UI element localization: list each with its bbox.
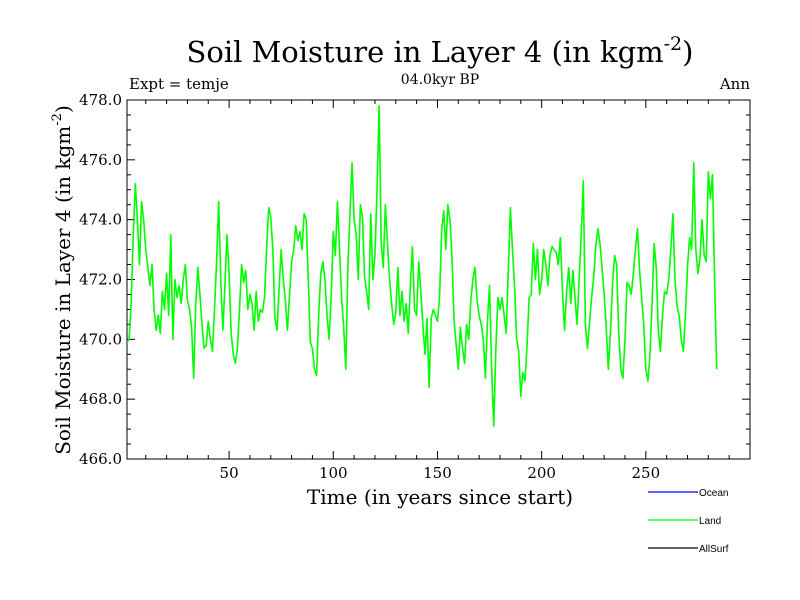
x-tick-label: 50: [220, 464, 239, 482]
x-tick-labels: 50 100 150 200 250: [220, 464, 661, 482]
y-tick-label: 478.0: [79, 91, 122, 109]
chart-title-superscript: -2: [664, 33, 683, 55]
series-line-land: [127, 105, 718, 427]
y-tick-label: 468.0: [79, 390, 122, 408]
legend-ocean-label: Ocean: [699, 488, 728, 499]
series-group: [127, 105, 718, 427]
axis-ticks: [127, 99, 750, 460]
x-tick-label: 200: [527, 464, 556, 482]
x-tick-label: 250: [631, 464, 660, 482]
experiment-label: Expt = temje: [129, 75, 229, 93]
legend-allsurf-label: AllSurf: [699, 544, 729, 555]
season-label: Ann: [719, 75, 750, 93]
chart-subtitle: 04.0kyr BP: [401, 72, 479, 88]
y-axis-label-close: ): [51, 105, 75, 113]
y-tick-label: 476.0: [79, 151, 122, 169]
chart-title-main: Soil Moisture in Layer 4 (in kgm: [187, 35, 664, 69]
chart-title-close: ): [682, 35, 693, 69]
x-axis-label: Time (in years since start): [307, 485, 573, 509]
y-axis-label-superscript: -2: [50, 113, 65, 126]
y-tick-label: 466.0: [79, 450, 122, 468]
legend-land-label: Land: [699, 516, 721, 527]
legend: Ocean Land AllSurf: [648, 488, 729, 555]
x-tick-label: 150: [423, 464, 452, 482]
y-tick-label: 474.0: [79, 211, 122, 229]
chart-title: Soil Moisture in Layer 4 (in kgm-2): [187, 33, 694, 69]
x-tick-label: 100: [319, 464, 348, 482]
y-tick-label: 470.0: [79, 330, 122, 348]
y-axis-label: Soil Moisture in Layer 4 (in kgm-2): [50, 105, 75, 455]
y-axis-label-main: Soil Moisture in Layer 4 (in kgm: [51, 126, 75, 455]
y-tick-label: 472.0: [79, 271, 122, 289]
y-tick-labels: 466.0 468.0 470.0 472.0 474.0 476.0 478.0: [79, 91, 122, 468]
